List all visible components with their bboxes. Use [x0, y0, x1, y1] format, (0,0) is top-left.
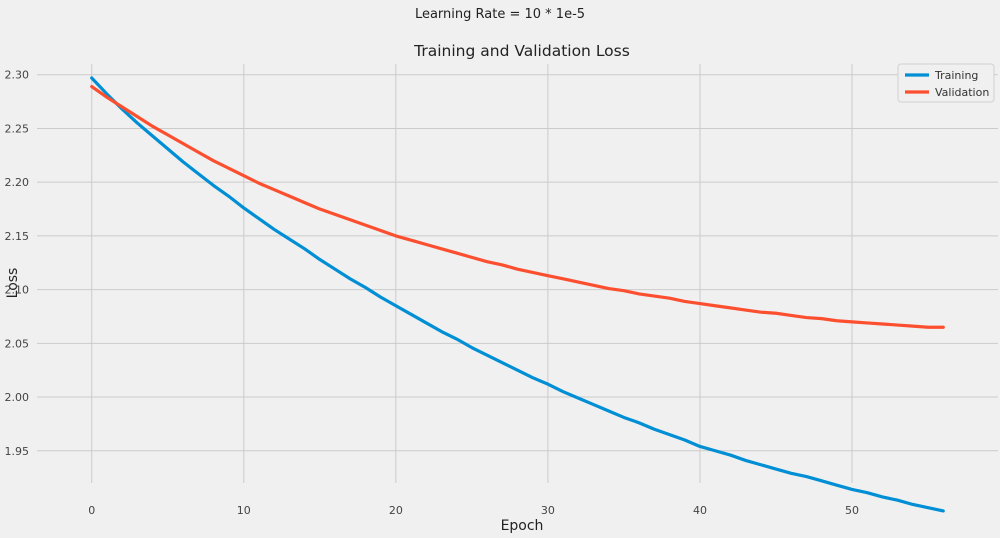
grid — [37, 64, 998, 483]
y-tick-labels: 1.95 2.00 2.05 2.10 2.15 2.20 2.25 2.30 — [5, 69, 30, 458]
x-tick-label: 40 — [693, 504, 707, 517]
x-tick-label: 0 — [88, 504, 95, 517]
x-tick-label: 20 — [389, 504, 403, 517]
x-axis-label: Epoch — [501, 518, 544, 534]
y-axis-label: Loss — [5, 268, 21, 299]
x-tick-label: 50 — [845, 504, 859, 517]
x-tick-label: 30 — [541, 504, 555, 517]
y-tick-label: 2.10 — [5, 284, 30, 297]
y-tick-label: 2.30 — [5, 69, 30, 82]
series-lines — [90, 76, 945, 513]
legend-label-validation: Validation — [935, 86, 989, 99]
x-tick-label: 10 — [237, 504, 251, 517]
legend: Training Validation — [897, 63, 995, 103]
series-line-training — [90, 76, 945, 513]
chart-title: Training and Validation Loss — [413, 42, 630, 60]
y-tick-label: 1.95 — [5, 445, 30, 458]
y-tick-label: 2.00 — [5, 391, 30, 404]
y-tick-label: 2.05 — [5, 337, 30, 350]
x-tick-labels: 0 10 20 30 40 50 — [88, 504, 859, 517]
legend-label-training: Training — [934, 69, 978, 82]
figure-suptitle: Learning Rate = 10 * 1e-5 — [415, 7, 585, 22]
y-tick-label: 2.20 — [5, 176, 30, 189]
y-tick-label: 2.15 — [5, 230, 30, 243]
y-tick-label: 2.25 — [5, 122, 30, 135]
series-line-validation — [90, 84, 945, 329]
